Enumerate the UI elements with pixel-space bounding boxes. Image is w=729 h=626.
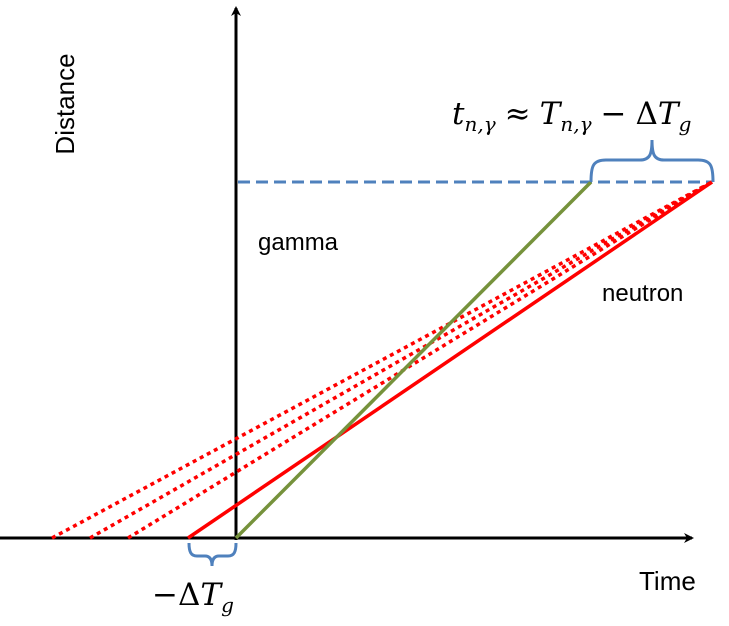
x-axis-label: Time: [639, 566, 696, 596]
bottom-formula: −ΔTg: [152, 577, 234, 617]
bottom-T-subscript: g: [221, 593, 234, 617]
formula-T2-subscript: g: [679, 112, 692, 136]
bottom-minus: −: [152, 577, 178, 613]
neutron-dotted-line: [89, 180, 713, 540]
formula-t-subscript: n,γ: [464, 112, 495, 136]
top-brace: [589, 139, 715, 183]
neutron-dotted-line: [51, 180, 713, 540]
gamma-line: [234, 180, 593, 540]
formula-approx: ≈: [505, 96, 531, 132]
formula-minus: −: [601, 96, 627, 132]
y-axis-label: Distance: [50, 53, 80, 154]
bottom-delta: Δ: [178, 577, 200, 613]
formula-delta: Δ: [636, 96, 658, 132]
neutron-line: [187, 180, 713, 540]
formula-T: T: [540, 96, 563, 132]
neutron-label: neutron: [602, 280, 683, 307]
gamma-label: gamma: [258, 229, 339, 256]
bottom-brace: [187, 542, 238, 567]
bottom-T: T: [200, 577, 223, 613]
formula-t: t: [452, 96, 465, 132]
formula-T-subscript: n,γ: [560, 112, 591, 136]
top-formula: tn,γ ≈ Tn,γ − ΔTg: [452, 96, 691, 136]
formula-T2: T: [658, 96, 681, 132]
neutron-dotted-line: [127, 180, 713, 540]
